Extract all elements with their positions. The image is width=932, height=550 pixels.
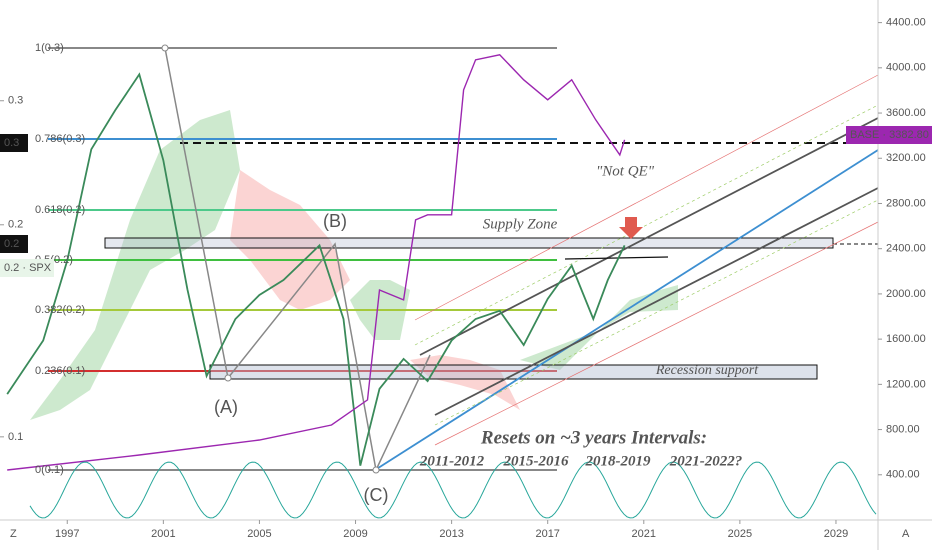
annotation: Supply Zone: [483, 216, 558, 232]
y2-tick-label: 2000.00: [886, 288, 926, 300]
annotation: (A): [214, 397, 238, 417]
annotation: 2018-2019: [585, 453, 651, 469]
x-tick-label: 1997: [55, 528, 79, 540]
spx-label-bg: [0, 259, 54, 277]
trend-line: [564, 256, 669, 260]
base-label-bg: [846, 126, 932, 144]
annotation: (C): [364, 485, 389, 505]
x-tick-label: 2017: [535, 528, 559, 540]
pivot: [224, 374, 232, 382]
x-tick-label: 2025: [728, 528, 752, 540]
corner-label: Z: [10, 528, 17, 540]
annotation: 2015-2016: [503, 453, 569, 469]
x-tick-label: 2029: [824, 528, 848, 540]
pivot: [372, 466, 380, 474]
channel-line: [434, 221, 879, 446]
y2-tick-label: 3600.00: [886, 107, 926, 119]
x-tick-label: 2001: [151, 528, 175, 540]
base-label: BASE · 3382.80: [850, 129, 929, 141]
cloud-green: [30, 110, 240, 420]
x-tick-label: 2013: [439, 528, 463, 540]
arrow: [619, 217, 643, 239]
x-tick-label: 2009: [343, 528, 367, 540]
annotation: Recession support: [655, 363, 759, 378]
annotation: 2011-2012: [419, 453, 485, 469]
cloud: [30, 110, 678, 420]
left-badge: 0.2: [4, 238, 19, 250]
fib-lines: [48, 47, 557, 471]
fib-label: 0.236(0.1): [35, 365, 85, 377]
fib-label: 0.382(0.2): [35, 304, 85, 316]
corner-label: A: [902, 528, 910, 540]
left-badge-bg: [0, 235, 28, 253]
fib-label: 1(0.3): [35, 42, 64, 54]
annotation: 2021-2022?: [669, 453, 743, 469]
y-tick-label: 0.3: [8, 95, 23, 107]
pivot: [161, 44, 169, 52]
channel-line: [419, 117, 879, 356]
left-badge: 0.3: [4, 137, 19, 149]
cloud-red: [410, 355, 520, 410]
cycle-wave: [29, 461, 877, 519]
y2-tick-label: 4400.00: [886, 17, 926, 29]
fib-label: 0.786(0.3): [35, 133, 85, 145]
cloud-green: [520, 285, 678, 370]
recession-box: [209, 364, 818, 380]
annotation: "Not QE": [596, 163, 655, 179]
supply-zone-box: [104, 237, 834, 249]
series-line: [6, 72, 626, 466]
spx-label: 0.2 · SPX: [4, 262, 52, 274]
channel-line: [414, 74, 879, 321]
y-tick-label: 0.1: [8, 431, 23, 443]
fib-label: 0.618(0.2): [35, 204, 85, 216]
wave-line: [164, 47, 431, 473]
channel-line: [414, 104, 879, 346]
channels: [164, 47, 879, 473]
channel-line: [374, 149, 879, 471]
y2-tick-label: 1600.00: [886, 333, 926, 345]
y2-tick-label: 400.00: [886, 469, 920, 481]
series-line: [7, 54, 626, 471]
y2-tick-label: 2800.00: [886, 197, 926, 209]
y2-tick-label: 3200.00: [886, 152, 926, 164]
x-tick-label: 2021: [632, 528, 656, 540]
y2-tick-label: 2400.00: [886, 243, 926, 255]
annotation: Resets on ~3 years Intervals:: [480, 427, 707, 448]
annotation: (B): [323, 211, 347, 231]
x-tick-label: 2005: [247, 528, 271, 540]
y-tick-label: 0.2: [8, 219, 23, 231]
marks: [6, 54, 626, 471]
left-badge-bg: [0, 134, 28, 152]
cloud-red: [230, 170, 350, 310]
y2-tick-label: 1200.00: [886, 378, 926, 390]
y2-tick-label: 4000.00: [886, 62, 926, 74]
channel-line: [434, 199, 879, 426]
channel-line: [434, 187, 879, 416]
fib-label: 0(0.1): [35, 464, 64, 476]
y2-tick-label: 800.00: [886, 423, 920, 435]
